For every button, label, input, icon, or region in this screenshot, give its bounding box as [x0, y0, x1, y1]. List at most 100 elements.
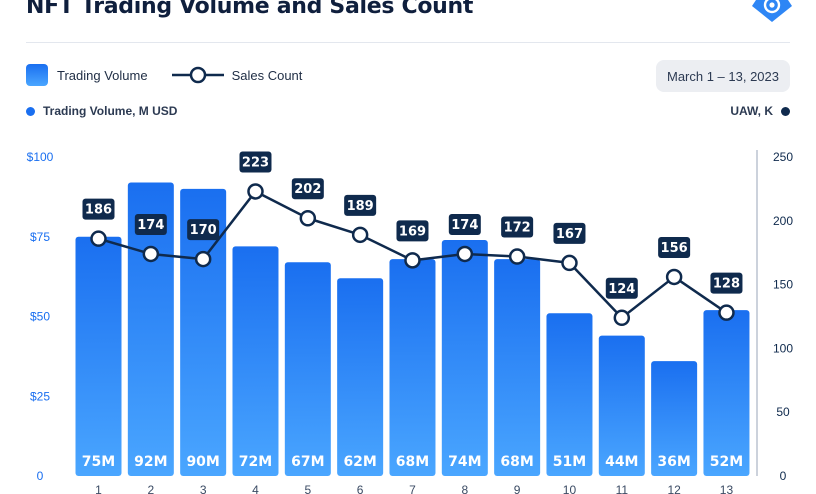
sales-count-point — [718, 304, 735, 321]
point-value-label: 156 — [661, 241, 688, 256]
sales-count-point — [194, 250, 212, 268]
sales-count-point — [613, 309, 631, 327]
point-label-badge — [344, 194, 377, 216]
sales-count-point — [90, 230, 107, 247]
point-value-label: 167 — [556, 227, 583, 242]
chart-title: NFT Trading Volume and Sales Count — [26, 0, 474, 19]
point-value-label: 172 — [504, 221, 531, 236]
point-value-label: 189 — [347, 199, 374, 214]
point-label-badge — [710, 272, 743, 294]
point-label-badge — [501, 216, 534, 238]
bar-value-label: 68M — [500, 454, 533, 470]
bar-value-label: 51M — [553, 454, 586, 470]
point-label-badge — [291, 178, 324, 200]
bar — [598, 335, 645, 476]
left-axis-tick: $50 — [30, 310, 50, 324]
sales-count-point — [404, 252, 421, 269]
bar — [180, 188, 227, 476]
point-label-badge — [553, 222, 586, 244]
bar-value-label: 62M — [343, 454, 376, 470]
legend-line-label: Sales Count — [231, 67, 303, 83]
point-label-badge — [605, 277, 638, 299]
bar — [651, 361, 698, 476]
point-value-label: 170 — [190, 223, 217, 238]
logo-icon — [752, 0, 792, 22]
sales-count-point — [299, 209, 317, 227]
bar-value-label: 74M — [448, 454, 481, 470]
x-axis-tick: 5 — [304, 483, 311, 494]
x-axis-tick: 13 — [720, 483, 734, 494]
right-axis-tick: 250 — [773, 150, 793, 164]
x-axis-tick: 4 — [252, 483, 259, 494]
point-label-badge — [82, 198, 115, 220]
bar-value-label: 68M — [396, 454, 429, 470]
sales-count-point — [561, 254, 578, 272]
sales-count-point — [456, 245, 474, 263]
date-range-badge[interactable]: March 1 – 13, 2023 — [656, 60, 790, 92]
point-label-badge — [239, 151, 272, 173]
right-axis-title: UAW, K — [730, 104, 790, 118]
bar-value-label: 92M — [134, 454, 167, 470]
point-value-label: 128 — [713, 277, 740, 292]
left-axis-dot — [26, 106, 35, 116]
x-axis-tick: 12 — [667, 483, 681, 494]
bar — [389, 259, 436, 476]
header-divider — [26, 42, 790, 43]
right-axis-dot — [781, 106, 790, 116]
bar — [441, 239, 488, 476]
bar — [75, 236, 122, 476]
legend: Trading Volume Sales Count — [26, 64, 302, 86]
x-axis-tick: 10 — [563, 483, 577, 494]
right-axis-tick: 100 — [773, 341, 793, 355]
bar-value-label: 67M — [291, 454, 324, 470]
left-axis-tick: 0 — [37, 469, 44, 483]
x-axis-tick: 2 — [147, 483, 154, 494]
point-value-label: 223 — [242, 155, 269, 170]
x-axis-tick: 3 — [200, 483, 207, 494]
left-axis-tick: $75 — [30, 230, 50, 244]
bar-value-label: 52M — [710, 454, 743, 470]
point-label-badge — [658, 236, 691, 258]
x-axis-tick: 6 — [357, 483, 364, 494]
left-axis-tick: $100 — [27, 150, 54, 164]
left-axis-title-text: Trading Volume, M USD — [43, 104, 178, 118]
legend-bar-swatch — [26, 64, 48, 86]
point-value-label: 186 — [85, 203, 112, 218]
sales-count-point — [351, 226, 369, 244]
right-axis-tick: 50 — [776, 405, 790, 419]
bar — [232, 246, 279, 476]
bar-value-label: 75M — [82, 454, 115, 470]
sales-count-point — [247, 183, 264, 200]
point-label-badge — [396, 220, 429, 242]
point-value-label: 174 — [451, 218, 478, 233]
x-axis-tick: 1 — [95, 483, 102, 494]
point-value-label: 202 — [294, 182, 321, 197]
bar-value-label: 44M — [605, 454, 638, 470]
point-label-badge — [187, 219, 220, 241]
right-axis-tick: 150 — [773, 278, 793, 292]
legend-line-swatch — [171, 66, 224, 84]
point-value-label: 169 — [399, 224, 426, 239]
sales-count-point — [142, 245, 160, 263]
right-axis-tick: 200 — [773, 214, 793, 228]
bar — [546, 313, 593, 476]
bar-value-label: 90M — [186, 454, 219, 470]
sales-count-point — [508, 248, 526, 265]
point-value-label: 124 — [608, 282, 635, 297]
left-axis-tick: $25 — [30, 389, 50, 403]
bar-value-label: 72M — [239, 454, 272, 470]
x-axis-tick: 7 — [409, 483, 416, 494]
bar — [494, 259, 541, 476]
x-axis-tick: 9 — [514, 483, 521, 494]
point-label-badge — [134, 213, 167, 235]
right-axis-tick: 0 — [780, 469, 787, 483]
bar — [703, 310, 750, 476]
bar-value-label: 36M — [657, 454, 690, 470]
bar — [284, 262, 331, 476]
point-value-label: 174 — [137, 218, 164, 233]
point-label-badge — [448, 213, 481, 235]
x-axis-tick: 11 — [616, 483, 629, 494]
right-axis-title-text: UAW, K — [730, 104, 773, 118]
legend-bar-label: Trading Volume — [57, 67, 148, 83]
